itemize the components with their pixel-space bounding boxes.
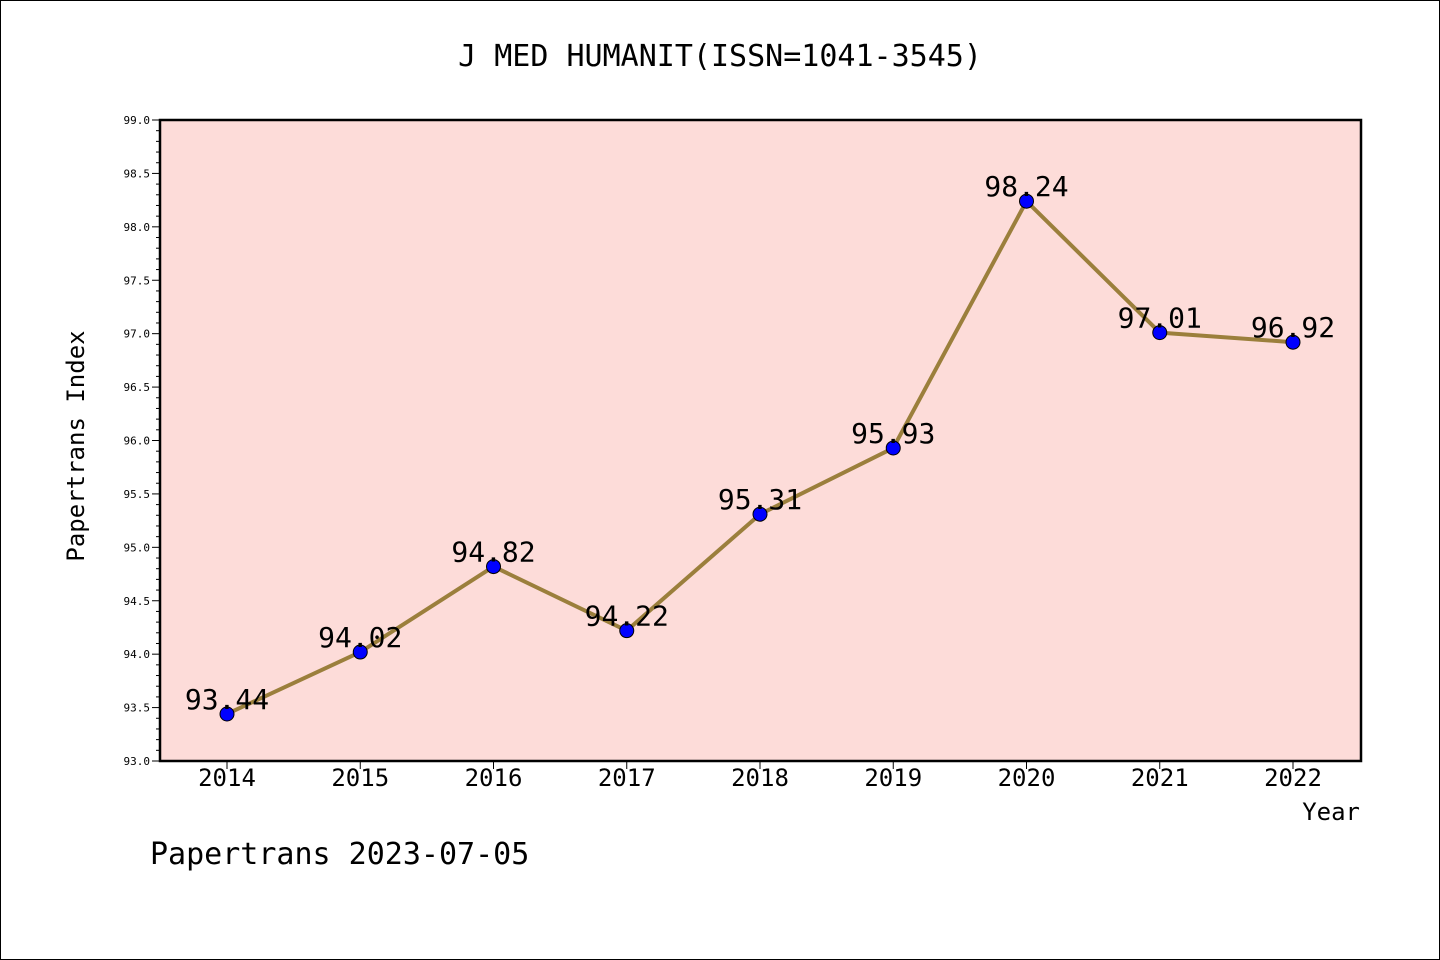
data-label: 98.24	[984, 170, 1068, 203]
data-label: 94.02	[318, 621, 402, 654]
data-point	[1019, 193, 1034, 209]
data-labels: 93.44 94.02 94.82 94.22 95.31 95.93 98.24 97.01…	[185, 170, 1335, 716]
x-tick-label: 2019	[864, 764, 922, 792]
y-tick-label: 93.0	[124, 755, 151, 768]
y-tick-label: 94.5	[124, 595, 151, 608]
data-point	[219, 706, 235, 722]
y-tick-label: 96.5	[124, 381, 151, 394]
x-axis-ticks: 2014 2015 2016 2017 2018 2019 2020 2021 2022	[198, 761, 1322, 792]
y-tick-label: 95.0	[124, 541, 151, 554]
data-label: 95.93	[851, 417, 935, 450]
y-axis-ticks: 93.0 93.5 94.0 94.5 95.0 95.5 96.0 96.5 97.0 97.5…	[124, 114, 160, 768]
x-axis-label: Year	[1302, 798, 1360, 826]
footer-text: Papertrans 2023-07-05	[150, 837, 529, 872]
data-point	[619, 623, 635, 639]
data-point	[885, 440, 901, 456]
data-label: 94.82	[451, 536, 535, 569]
data-point	[1285, 334, 1301, 350]
y-tick-label: 94.0	[124, 648, 151, 661]
data-label: 95.31	[718, 483, 802, 516]
y-tick-label: 95.5	[124, 488, 151, 501]
y-tick-label: 98.5	[124, 167, 151, 180]
y-axis-label: Papertrans Index	[62, 330, 90, 561]
data-point	[752, 506, 768, 522]
data-label: 94.22	[585, 600, 669, 633]
y-tick-label: 97.0	[124, 328, 151, 341]
data-label: 93.44	[185, 683, 269, 716]
y-tick-label: 99.0	[124, 114, 151, 127]
y-tick-label: 96.0	[124, 435, 151, 448]
data-point	[486, 559, 501, 575]
x-tick-label: 2018	[731, 764, 789, 792]
series-group	[219, 193, 1301, 722]
data-label: 97.01	[1118, 302, 1202, 335]
data-label: 96.92	[1251, 311, 1335, 344]
x-tick-label: 2015	[331, 764, 389, 792]
data-point	[1152, 325, 1168, 341]
y-tick-label: 97.5	[124, 274, 151, 287]
chart-title: J MED HUMANIT(ISSN=1041-3545)	[458, 39, 982, 74]
plot-area	[160, 120, 1361, 761]
y-tick-label: 93.5	[124, 702, 151, 715]
x-tick-label: 2017	[598, 764, 656, 792]
x-tick-label: 2020	[998, 764, 1056, 792]
x-tick-label: 2022	[1264, 764, 1322, 792]
plot-border	[158, 118, 1363, 763]
x-tick-label: 2014	[198, 764, 256, 792]
data-point	[352, 644, 368, 660]
x-tick-label: 2016	[465, 764, 523, 792]
y-tick-label: 98.0	[124, 221, 151, 234]
x-tick-label: 2021	[1131, 764, 1189, 792]
